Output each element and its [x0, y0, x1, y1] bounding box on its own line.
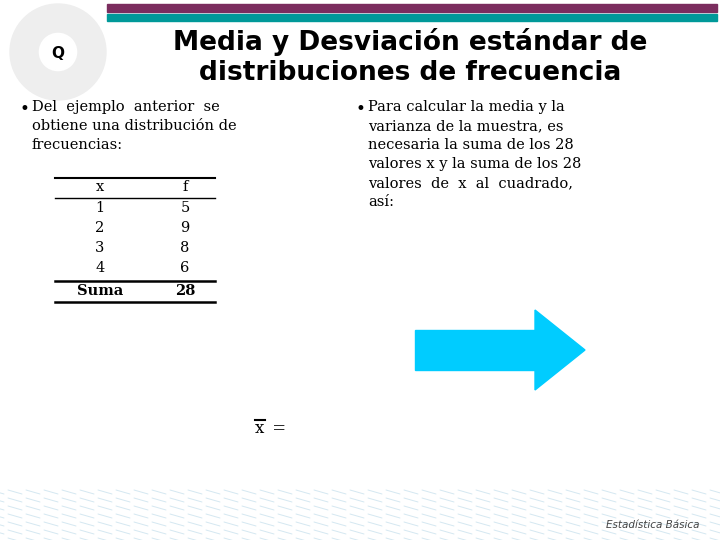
Text: 2: 2 [95, 221, 104, 235]
Text: valores x y la suma de los 28: valores x y la suma de los 28 [368, 157, 581, 171]
Polygon shape [535, 310, 585, 390]
Text: 5: 5 [181, 201, 189, 215]
Circle shape [10, 4, 106, 100]
Text: Estadística Básica: Estadística Básica [606, 520, 700, 530]
Text: varianza de la muestra, es: varianza de la muestra, es [368, 119, 564, 133]
Text: •: • [355, 100, 365, 118]
Text: Media y Desviación estándar de: Media y Desviación estándar de [173, 28, 647, 56]
Text: distribuciones de frecuencia: distribuciones de frecuencia [199, 60, 621, 86]
Text: 9: 9 [181, 221, 189, 235]
Text: x: x [255, 420, 264, 437]
Text: valores  de  x  al  cuadrado,: valores de x al cuadrado, [368, 176, 573, 190]
Text: f: f [182, 180, 188, 194]
Bar [415, 330, 535, 370]
Circle shape [40, 34, 76, 70]
Text: así:: así: [368, 195, 394, 209]
Text: Q: Q [52, 46, 65, 62]
Text: Para calcular la media y la: Para calcular la media y la [368, 100, 564, 114]
Text: =: = [267, 420, 286, 437]
Text: x: x [96, 180, 104, 194]
Text: 3: 3 [95, 241, 104, 255]
Text: Del  ejemplo  anterior  se: Del ejemplo anterior se [32, 100, 220, 114]
Text: 28: 28 [175, 284, 195, 298]
Text: 4: 4 [95, 261, 104, 275]
Text: 6: 6 [180, 261, 189, 275]
Text: frecuencias:: frecuencias: [32, 138, 123, 152]
Text: necesaria la suma de los 28: necesaria la suma de los 28 [368, 138, 574, 152]
Text: obtiene una distribución de: obtiene una distribución de [32, 119, 237, 133]
Text: 8: 8 [180, 241, 189, 255]
Bar [107, 4, 717, 12]
Text: •: • [20, 100, 30, 118]
Text: Suma: Suma [77, 284, 123, 298]
Bar [107, 14, 717, 21]
Text: 1: 1 [96, 201, 104, 215]
